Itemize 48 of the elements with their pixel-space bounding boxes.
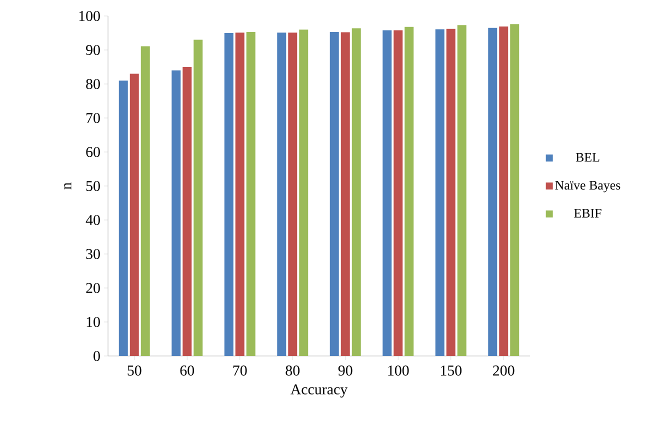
- bar: [288, 32, 298, 356]
- x-tick-label: 150: [440, 366, 462, 376]
- bar: [488, 28, 498, 356]
- y-tick-label: 50: [86, 180, 100, 192]
- bar: [118, 80, 128, 356]
- x-tick-label: 70: [233, 366, 247, 376]
- y-tick-label: 30: [86, 248, 100, 260]
- bar: [510, 24, 520, 356]
- bar: [235, 32, 244, 356]
- y-tick-label: 0: [94, 350, 100, 362]
- y-tick-label: 10: [86, 316, 100, 328]
- legend-label: BEL: [576, 153, 600, 162]
- y-axis-title: n: [64, 182, 72, 190]
- bar: [330, 32, 339, 356]
- y-tick-label: 60: [86, 146, 100, 158]
- x-tick-label: 50: [128, 366, 142, 376]
- y-tick-label: 20: [86, 282, 100, 294]
- x-tick-label: 100: [388, 366, 409, 376]
- x-tick-label: 80: [286, 366, 300, 376]
- y-tick-label: 40: [86, 214, 100, 226]
- bar: [277, 32, 286, 356]
- y-tick-label: 70: [86, 112, 100, 124]
- bar: [446, 28, 456, 356]
- x-tick-label: 200: [493, 366, 514, 376]
- bar: [246, 32, 256, 356]
- bar: [394, 30, 403, 356]
- x-tick-label: 60: [180, 366, 194, 376]
- bar: [340, 32, 350, 356]
- legend-label: Naïve Bayes: [555, 180, 620, 192]
- y-tick-label: 80: [86, 78, 100, 90]
- bar: [224, 32, 234, 356]
- bar: [130, 74, 139, 356]
- x-tick-label: 90: [338, 366, 352, 376]
- bar: [404, 26, 414, 356]
- bar: [172, 70, 181, 356]
- bar: [435, 29, 444, 356]
- bar: [140, 46, 150, 356]
- bar: [299, 30, 308, 356]
- bar: [352, 28, 361, 356]
- y-tick-label: 90: [86, 44, 100, 56]
- y-tick-label: 100: [79, 10, 100, 22]
- bar: [382, 30, 392, 356]
- x-axis-title: Accuracy: [290, 384, 348, 398]
- bar: [457, 25, 466, 356]
- bar: [182, 66, 192, 356]
- legend-label: EBIF: [574, 208, 602, 218]
- bar: [499, 26, 508, 356]
- bar: [194, 40, 203, 356]
